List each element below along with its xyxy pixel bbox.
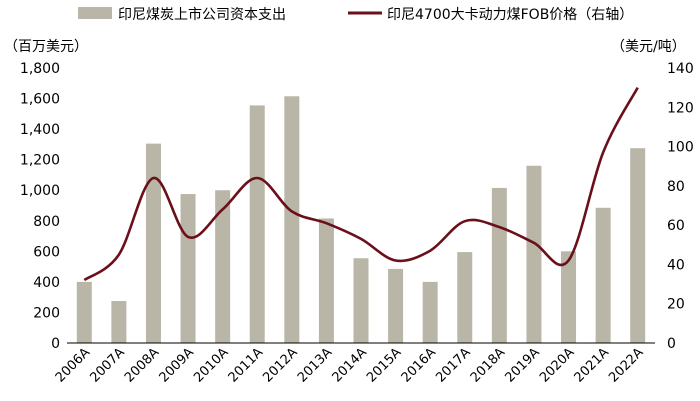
- left-tick-label: 1,200: [20, 153, 60, 169]
- bar: [215, 190, 231, 343]
- right-tick-label: 60: [667, 218, 685, 234]
- bar: [526, 165, 542, 343]
- x-tick-label: 2009A: [157, 345, 197, 385]
- legend: 印尼煤炭上市公司资本支出 印尼4700大卡动力煤FOB价格（右轴）: [78, 6, 633, 23]
- bar: [422, 281, 438, 343]
- left-tick-label: 800: [33, 214, 60, 230]
- bar: [145, 143, 161, 343]
- left-tick-label: 200: [33, 305, 60, 321]
- x-tick-label: 2017A: [433, 345, 473, 385]
- x-tick-label: 2019A: [502, 345, 542, 385]
- bar: [457, 252, 473, 343]
- bar: [249, 105, 265, 343]
- x-tick-label: 2012A: [260, 345, 300, 385]
- x-tick-label: 2015A: [364, 345, 404, 385]
- bar: [630, 148, 646, 343]
- right-tick-label: 140: [667, 61, 694, 77]
- x-tick-label: 2021A: [572, 345, 612, 385]
- legend-bar-swatch: [78, 7, 112, 19]
- bar: [284, 96, 300, 343]
- x-tick-label: 2010A: [191, 345, 231, 385]
- bar: [318, 218, 334, 343]
- right-tick-label: 20: [667, 297, 685, 313]
- left-tick-label: 600: [33, 244, 60, 260]
- x-axis-labels: 2006A2007A2008A2009A2010A2011A2012A2013A…: [53, 345, 647, 385]
- left-tick-label: 0: [51, 336, 60, 352]
- x-tick-label: 2011A: [226, 345, 266, 385]
- right-tick-label: 100: [667, 140, 694, 156]
- bar: [180, 194, 196, 343]
- x-tick-label: 2007A: [87, 345, 127, 385]
- bar: [595, 207, 611, 343]
- x-tick-label: 2013A: [295, 345, 335, 385]
- bar-series: [76, 96, 646, 343]
- left-tick-label: 1,600: [20, 92, 60, 108]
- left-tick-label: 1,800: [20, 61, 60, 77]
- right-tick-label: 120: [667, 100, 694, 116]
- left-tick-label: 1,000: [20, 183, 60, 199]
- bar: [111, 300, 127, 343]
- left-tick-label: 1,400: [20, 122, 60, 138]
- line-series: [83, 86, 639, 282]
- x-tick-label: 2022A: [606, 345, 646, 385]
- right-tick-label: 80: [667, 179, 685, 195]
- right-tick-label: 40: [667, 257, 685, 273]
- bar: [388, 268, 404, 343]
- bar: [353, 258, 369, 343]
- x-tick-label: 2020A: [537, 345, 577, 385]
- left-tick-label: 400: [33, 275, 60, 291]
- bar: [491, 187, 507, 343]
- left-axis: 0 200 400 600 800 1,000 1,200 1,400 1,600 1,800: [20, 61, 60, 352]
- x-tick-label: 2018A: [468, 345, 508, 385]
- bar: [76, 281, 92, 343]
- left-axis-unit: （百万美元）: [4, 39, 88, 55]
- right-axis: 0 20 40 60 80 100 120 140: [667, 61, 694, 352]
- bar: [561, 251, 577, 343]
- x-tick-label: 2008A: [122, 345, 162, 385]
- right-tick-label: 0: [667, 336, 676, 352]
- legend-line-label: 印尼4700大卡动力煤FOB价格（右轴）: [387, 7, 633, 23]
- x-tick-label: 2014A: [330, 345, 370, 385]
- x-tick-label: 2016A: [399, 345, 439, 385]
- right-axis-unit: （美元/吨）: [611, 39, 686, 55]
- legend-bar-label: 印尼煤炭上市公司资本支出: [118, 6, 286, 23]
